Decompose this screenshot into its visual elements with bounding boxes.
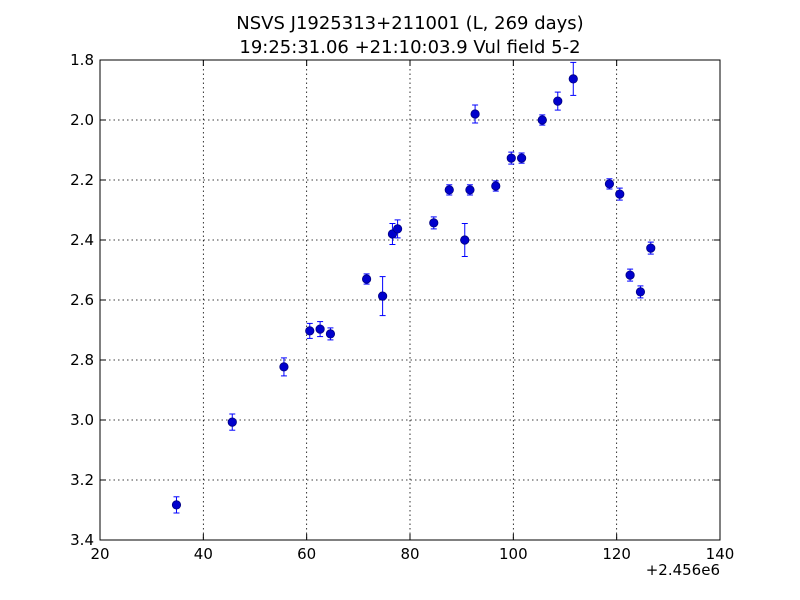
data-point — [537, 114, 547, 126]
y-tick-label: 2.8 — [70, 351, 94, 369]
x-tick-label: 120 — [602, 545, 631, 563]
data-point — [646, 241, 656, 255]
data-point — [325, 327, 336, 341]
data-point — [615, 187, 625, 201]
y-tick-label: 1.8 — [70, 51, 94, 69]
data-points — [171, 61, 656, 514]
data-point — [279, 357, 289, 377]
data-marker — [506, 153, 516, 163]
x-tick-label: 20 — [90, 545, 109, 563]
x-tick-label: 40 — [194, 545, 213, 563]
x-tick-label: 100 — [499, 545, 528, 563]
data-marker — [279, 362, 289, 372]
data-point — [625, 268, 635, 282]
data-point — [315, 321, 325, 338]
data-point — [516, 152, 527, 164]
data-marker — [604, 179, 615, 189]
data-point — [444, 184, 454, 196]
data-point — [470, 104, 480, 124]
data-point — [429, 216, 439, 230]
data-marker — [460, 235, 470, 245]
x-tick-label: 140 — [706, 545, 735, 563]
data-marker — [491, 181, 501, 191]
data-point — [361, 273, 372, 285]
data-point — [604, 178, 615, 190]
data-marker — [429, 218, 439, 228]
data-marker — [465, 185, 475, 195]
data-marker — [553, 96, 563, 106]
data-marker — [378, 291, 388, 301]
chart-title-line1: NSVS J1925313+211001 (L, 269 days) — [236, 13, 583, 34]
data-marker — [325, 329, 336, 339]
data-point — [491, 180, 501, 192]
tick-labels: 20 40 60 80 100 120 140 1.8 2.0 2.2 2.4 2.6 2.8 3.0 3.… — [70, 51, 734, 563]
x-tick-label: 80 — [400, 545, 419, 563]
y-tick-label: 3.2 — [70, 471, 94, 489]
data-marker — [315, 324, 325, 334]
plot-area-frame — [99, 59, 721, 541]
y-tick-label: 3.0 — [70, 411, 94, 429]
data-point — [392, 219, 403, 239]
data-marker — [171, 500, 182, 510]
data-point — [305, 322, 315, 339]
data-marker — [625, 270, 635, 280]
y-tick-label: 2.2 — [70, 171, 94, 189]
y-tick-label: 2.6 — [70, 291, 94, 309]
data-marker — [470, 109, 480, 119]
data-marker — [516, 153, 527, 163]
data-marker — [615, 189, 625, 199]
data-point — [460, 223, 470, 257]
data-marker — [444, 185, 454, 195]
x-tick-label: 60 — [297, 545, 316, 563]
data-marker — [361, 274, 372, 284]
data-point — [635, 285, 646, 299]
data-marker — [568, 74, 578, 84]
y-tick-label: 2.0 — [70, 111, 94, 129]
data-marker — [635, 287, 646, 297]
data-marker — [646, 243, 656, 253]
data-point — [553, 91, 563, 111]
data-marker — [227, 417, 237, 427]
data-point — [568, 61, 578, 96]
data-point — [465, 184, 475, 196]
chart-title-line2: 19:25:31.06 +21:10:03.9 Vul field 5-2 — [239, 37, 580, 58]
data-point — [506, 151, 516, 165]
grid-lines — [100, 60, 720, 540]
data-point — [378, 276, 388, 317]
y-tick-label: 2.4 — [70, 231, 94, 249]
data-point — [171, 496, 182, 514]
data-marker — [537, 115, 547, 125]
data-marker — [392, 224, 403, 234]
data-point — [227, 413, 237, 431]
y-tick-label: 3.4 — [70, 531, 94, 549]
x-axis-offset-label: +2.456e6 — [646, 561, 720, 579]
data-marker — [305, 326, 315, 336]
